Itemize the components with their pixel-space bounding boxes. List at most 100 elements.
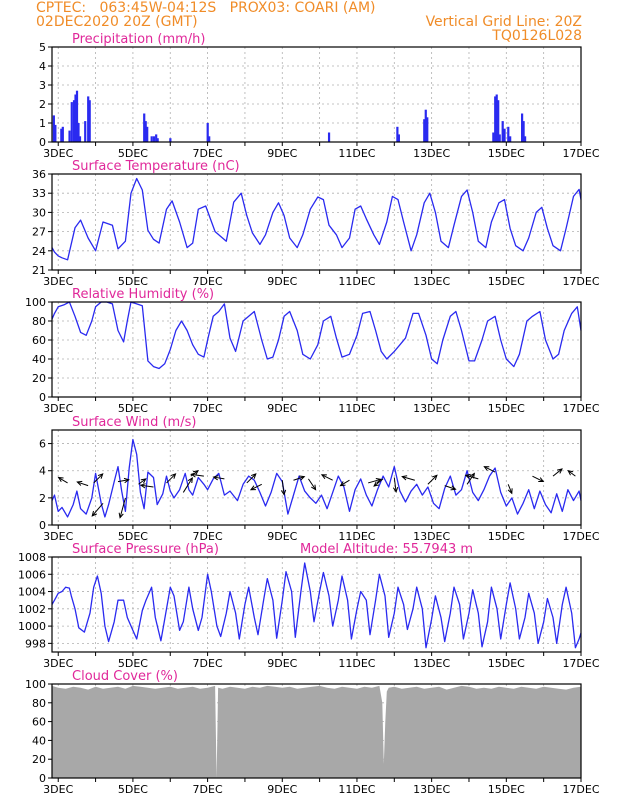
xtick-label: 13DEC [413, 530, 450, 543]
series-line [51, 562, 582, 649]
ytick-label: 33 [32, 187, 46, 200]
wind-arrow [91, 502, 104, 517]
xtick-label: 9DEC [267, 657, 297, 670]
xtick-label: 7DEC [193, 275, 223, 288]
xtick-label: 5DEC [118, 147, 148, 160]
precip-bar [75, 90, 79, 142]
wind-arrow [281, 480, 285, 495]
panel-title: Surface Wind (m/s) [72, 415, 196, 430]
panel-frame [51, 173, 582, 271]
ytick-label: 0 [39, 519, 46, 532]
ytick-label: 1 [39, 117, 46, 130]
wind-arrow-head [192, 470, 199, 476]
precip-bar [507, 126, 510, 142]
wind-arrow [444, 485, 456, 490]
precip-bar [78, 136, 82, 142]
ytick-label: 3 [39, 79, 46, 92]
wind-arrow-head [249, 485, 256, 491]
wind-arrow [465, 474, 479, 480]
xtick-label: 15DEC [488, 275, 525, 288]
wind-arrow [307, 478, 317, 490]
wind-arrow [93, 473, 104, 484]
xtick-label: 7DEC [193, 783, 223, 796]
precip-bar [156, 138, 159, 142]
ytick-label: 1006 [18, 568, 46, 581]
ytick-label: 100 [25, 678, 46, 691]
wind-arrow [427, 474, 438, 485]
ytick-label: 6 [39, 438, 46, 451]
cloud-cover-area [52, 685, 581, 778]
wind-arrow-head [373, 481, 380, 487]
xtick-label: 17DEC [562, 783, 599, 796]
wind-arrow-head [320, 474, 327, 480]
precip-bar [397, 134, 400, 142]
precip-bar [155, 134, 158, 142]
precip-bar [74, 94, 77, 142]
precip-bar [72, 100, 76, 142]
ytick-label: 40 [32, 734, 46, 747]
xtick-label: 17DEC [562, 530, 599, 543]
precip-bar [396, 126, 399, 142]
panel-frame [51, 429, 582, 526]
header-station: CPTEC: 063:45W-04:12S PROX03: COARI (AM) [36, 0, 376, 16]
ytick-label: 0 [39, 391, 46, 404]
ytick-label: 60 [32, 334, 46, 347]
ytick-label: 80 [32, 697, 46, 710]
xtick-label: 11DEC [338, 657, 375, 670]
ytick-label: 20 [32, 753, 46, 766]
precip-bar [77, 123, 80, 142]
wind-arrow-head [401, 475, 408, 481]
xtick-label: 17DEC [562, 275, 599, 288]
wind-arrow [246, 473, 257, 484]
precip-bar [84, 121, 87, 142]
wind-arrow-head [140, 478, 147, 484]
xtick-label: 5DEC [118, 402, 148, 415]
ytick-label: 36 [32, 168, 46, 181]
precip-bar [501, 121, 504, 142]
wind-arrow-head [311, 484, 317, 491]
xtick-label: 15DEC [488, 657, 525, 670]
wind-arrow-head [450, 485, 457, 491]
precip-bar [68, 130, 71, 142]
wind-arrow-head [483, 466, 490, 471]
wind-arrow [58, 477, 68, 484]
xtick-label: 9DEC [267, 530, 297, 543]
xtick-label: 5DEC [118, 530, 148, 543]
precip-bar [327, 132, 331, 142]
precip-bar [521, 113, 524, 142]
wind-arrow-head [250, 473, 257, 479]
wind-arrow-head [212, 475, 219, 481]
precip-bar [206, 123, 209, 142]
xtick-label: 15DEC [488, 402, 525, 415]
precip-bar [146, 126, 149, 142]
ytick-label: 24 [32, 245, 46, 258]
wind-arrow-head [170, 473, 177, 479]
xtick-label: 5DEC [118, 275, 148, 288]
precip-bar [60, 128, 63, 142]
precip-bar [492, 132, 495, 142]
ytick-label: 0 [39, 136, 46, 149]
wind-arrow [321, 474, 333, 481]
xtick-label: 9DEC [267, 147, 297, 160]
wind-arrow-head [187, 477, 193, 484]
xtick-label: 11DEC [338, 783, 375, 796]
xtick-label: 9DEC [267, 275, 297, 288]
precip-bar [494, 96, 497, 142]
wind-arrow [552, 468, 563, 477]
precip-bar [88, 100, 91, 142]
ytick-label: 27 [32, 226, 46, 239]
xtick-label: 13DEC [413, 275, 450, 288]
ytick-label: 1004 [18, 586, 46, 599]
wind-arrow [140, 484, 154, 488]
ytick-label: 100 [25, 296, 46, 309]
xtick-label: 3DEC [43, 530, 73, 543]
xtick-label: 7DEC [193, 657, 223, 670]
ytick-label: 4 [39, 465, 46, 478]
xtick-label: 9DEC [267, 402, 297, 415]
series-line [51, 438, 582, 518]
wind-arrow-head [557, 468, 563, 474]
precip-bar [503, 128, 506, 142]
wind-arrow-head [507, 488, 513, 495]
precip-bar [61, 126, 64, 142]
